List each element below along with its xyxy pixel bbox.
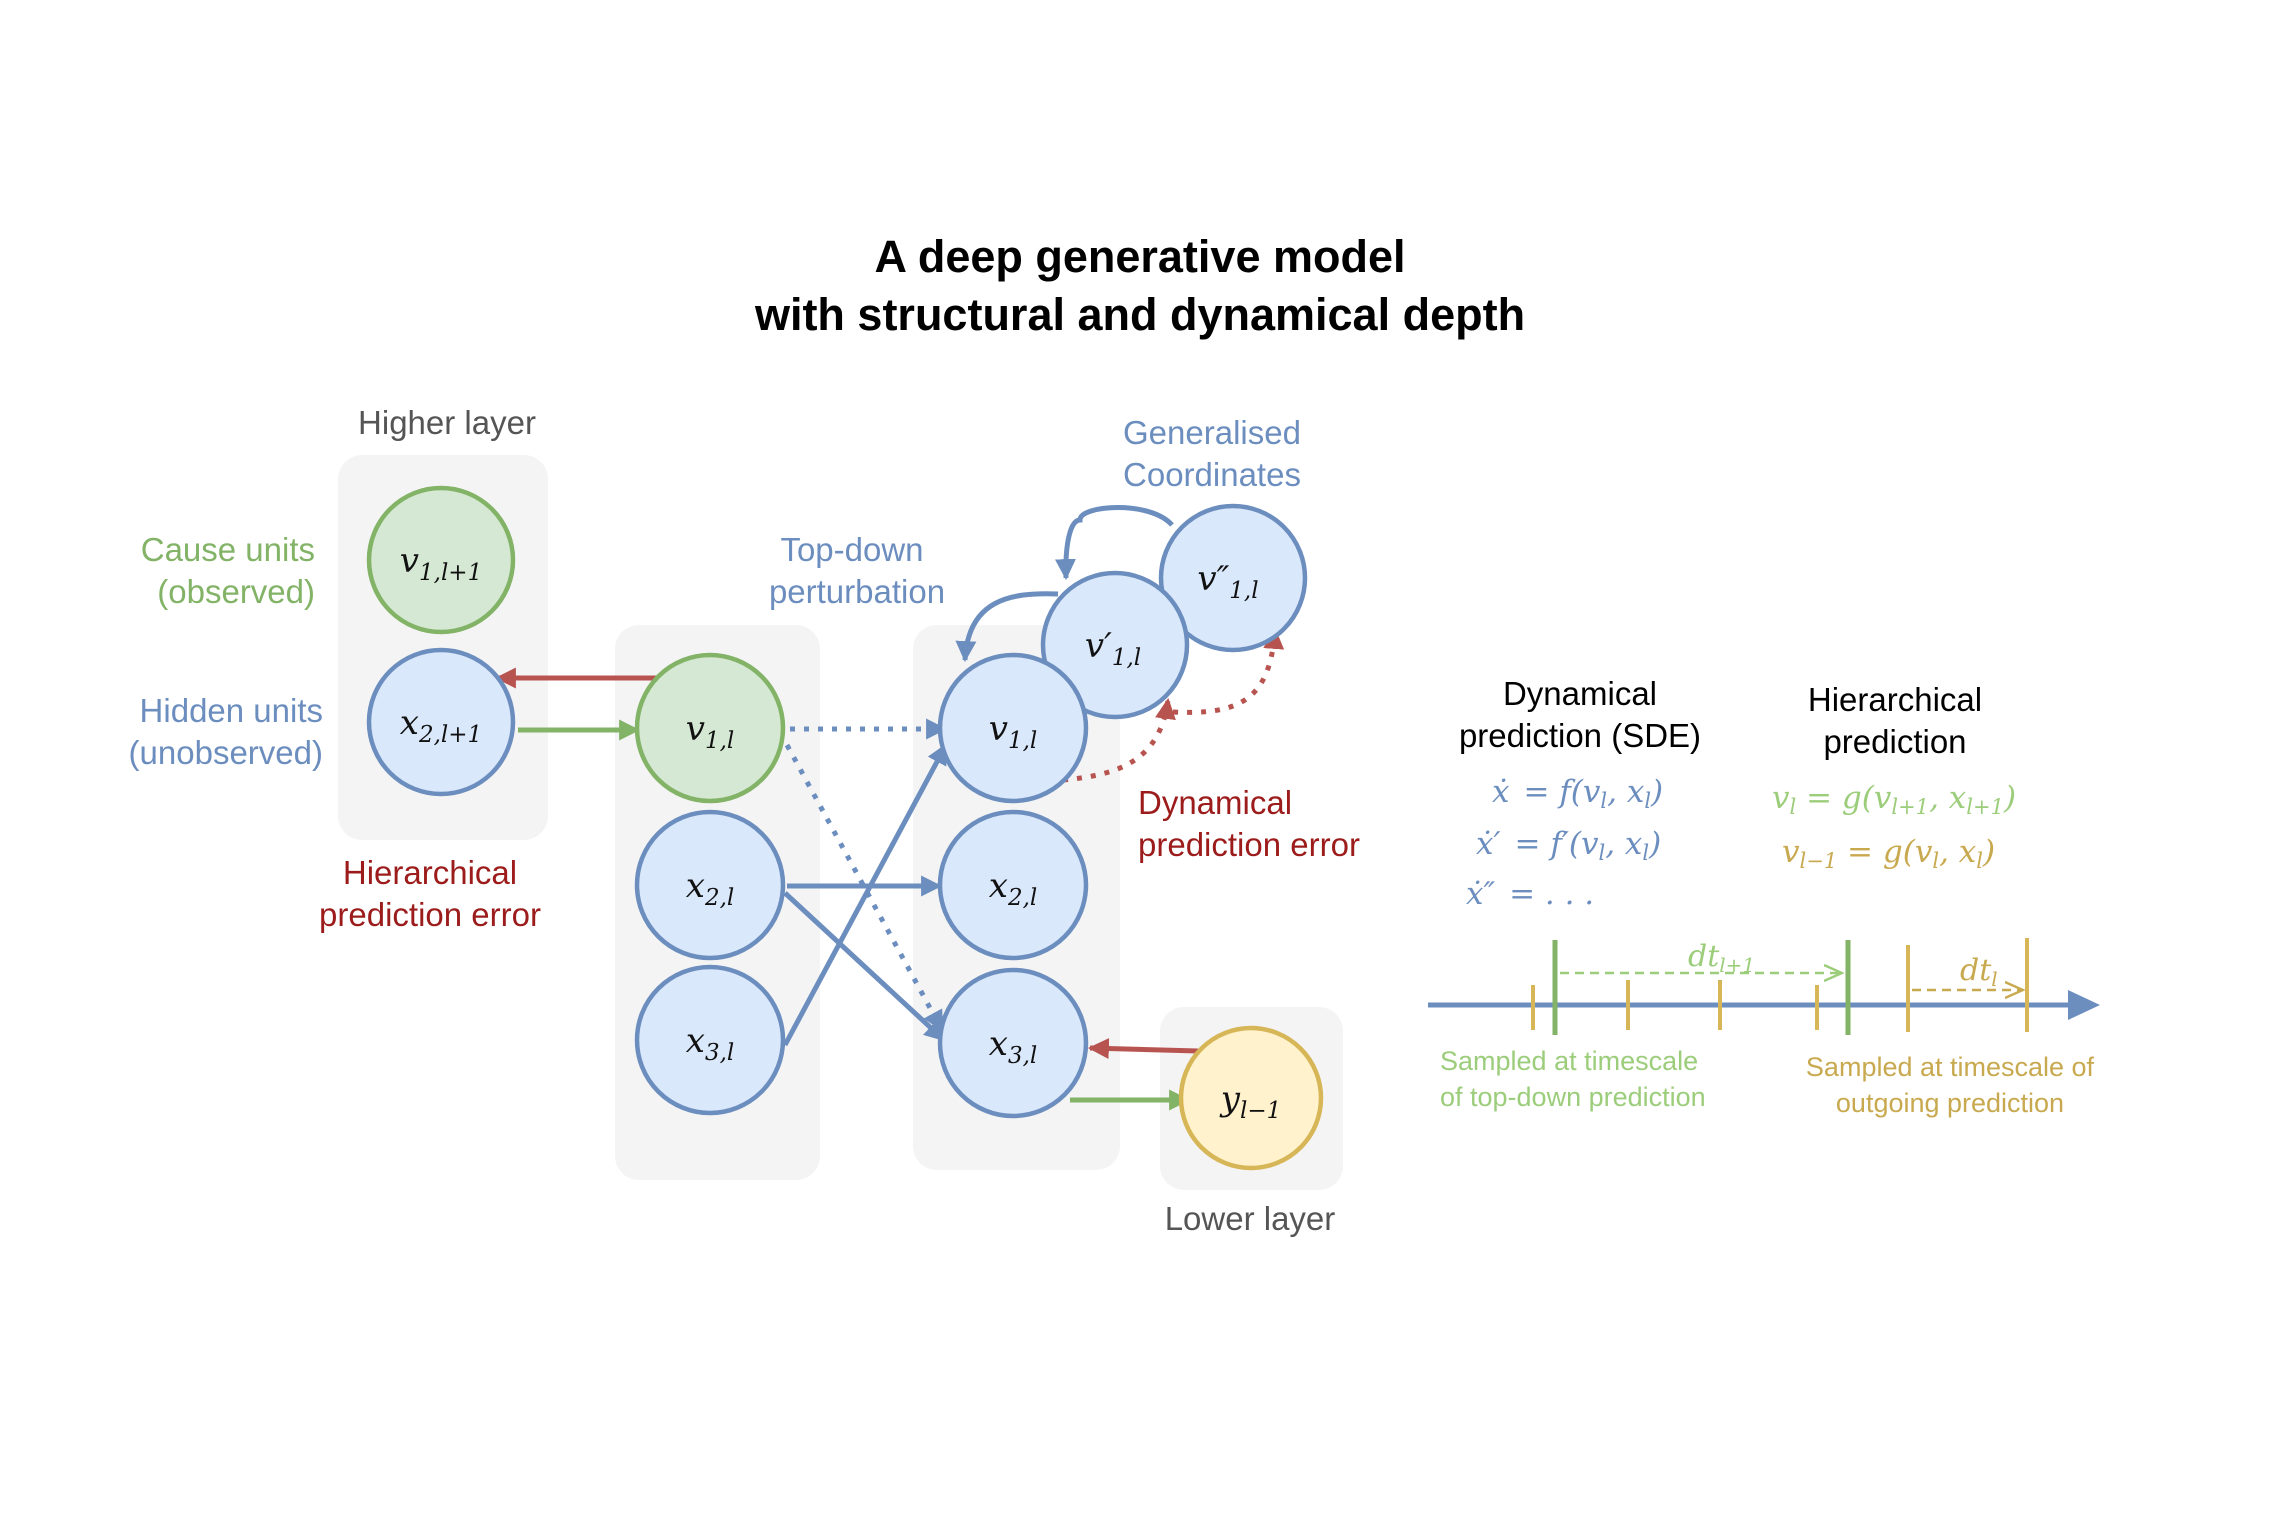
sampled-outgoing-sublabel: outgoing prediction [1836,1088,2064,1118]
node-v1-l-plus-1: v1,l+1 [366,485,516,635]
timeline-arrowhead [2068,990,2100,1020]
hierarchical-error-sublabel: prediction error [319,896,541,933]
svg-text:v″1,l: v″1,l [1197,559,1258,604]
node-x2-l-plus-1: x2,l+1 [366,647,516,797]
dt-lower-label: dtl [1960,953,1998,991]
svg-text:x2,l+1: x2,l+1 [400,703,482,748]
hier-eq-2: vl−1 = g(vl, xl) [1782,834,1995,873]
sampled-topdown-sublabel: of top-down prediction [1440,1082,1706,1112]
node-x3-l-right: x3,l [937,967,1089,1119]
cause-units-sublabel: (observed) [157,573,315,610]
diagram-title-line1: A deep generative model [875,231,1406,282]
cause-units-label: Cause units [141,531,315,568]
diagram-title-line2: with structural and dynamical depth [754,289,1525,340]
svg-text:x2,l: x2,l [686,866,735,911]
x2-to-x3-arrow [783,891,946,1042]
svg-text:yl−1: yl−1 [1219,1079,1281,1124]
hidden-units-sublabel: (unobserved) [129,734,323,771]
svg-text:v1,l: v1,l [686,709,735,754]
sampled-topdown-label: Sampled at timescale [1440,1046,1698,1076]
lower-layer-label: Lower layer [1165,1200,1336,1237]
node-v1-l-cause: v1,l [634,652,786,804]
node-x3-l-left: x3,l [634,964,786,1116]
hierarchical-error-label: Hierarchical [343,854,517,891]
dynamical-error-sublabel: prediction error [1138,826,1360,863]
generalised-label: Generalised [1123,414,1301,451]
node-v1-l-right: v1,l [937,652,1089,804]
svg-text:v1,l+1: v1,l+1 [400,541,482,586]
dyn-eq-2: ẋ′ = f′(vl, xl) [1476,826,1661,865]
svg-text:x3,l: x3,l [686,1021,735,1066]
vp-to-v1-arrow [955,591,1059,663]
dynamical-error-label: Dynamical [1138,784,1292,821]
svg-text:v1,l: v1,l [989,709,1038,754]
hier-prediction-title: Hierarchical [1808,681,1982,718]
vpp-to-vp-arrow [1054,505,1174,581]
dyn-prediction-title: Dynamical [1503,675,1657,712]
node-y-l-minus-1: yl−1 [1178,1025,1324,1171]
top-down-sublabel: perturbation [769,573,945,610]
node-vp-1-l: v′1,l [1040,570,1190,720]
dyn-eq-1: ẋ = f(vl, xl) [1492,774,1663,813]
hier-prediction-subtitle: prediction [1823,723,1966,760]
x3-to-v1-arrow [782,743,949,1047]
svg-text:x2,l: x2,l [989,866,1038,911]
dyn-eq-3: ẋ″ = . . . [1466,876,1594,912]
higher-layer-label: Higher layer [358,404,536,441]
node-x2-l-left: x2,l [634,809,786,961]
node-x2-l-right: x2,l [937,809,1089,961]
lower-error-arrow [1087,1038,1199,1060]
sampled-outgoing-label: Sampled at timescale of [1806,1052,2095,1082]
hidden-units-label: Hidden units [140,692,323,729]
hier-eq-1: vl = g(vl+1, xl+1) [1772,780,2016,819]
node-vpp-1-l: v″1,l [1158,503,1308,653]
perturbation-arrow-x3 [784,743,945,1032]
svg-text:x3,l: x3,l [989,1024,1038,1069]
svg-text:v′1,l: v′1,l [1085,626,1141,671]
dyn-error-arrow-2 [1172,627,1285,715]
dt-upper-label: dtl+1 [1688,939,1755,977]
dyn-prediction-subtitle: prediction (SDE) [1459,717,1701,754]
generalised-sublabel: Coordinates [1123,456,1301,493]
top-down-label: Top-down [780,531,923,568]
dyn-error-arrow-1 [1062,697,1176,783]
